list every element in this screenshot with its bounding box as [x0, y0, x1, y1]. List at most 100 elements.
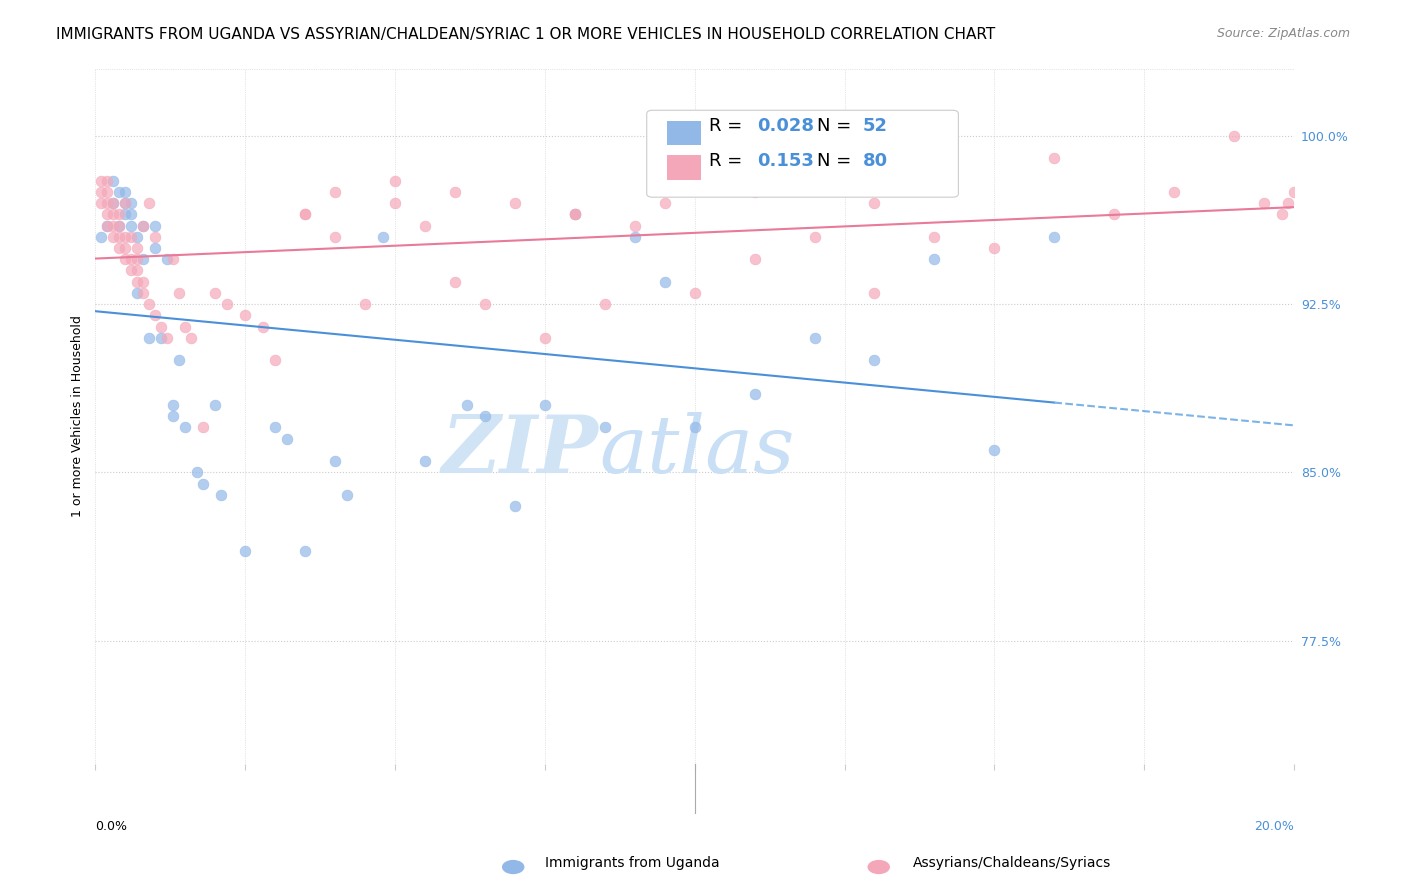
Point — [120, 196, 142, 211]
Point — [132, 252, 155, 267]
Point — [127, 285, 149, 300]
Point — [503, 196, 526, 211]
Text: R =: R = — [709, 152, 748, 170]
Point — [156, 331, 179, 345]
Point — [186, 466, 208, 480]
Point — [132, 219, 155, 233]
Point — [264, 353, 287, 368]
Point — [593, 297, 616, 311]
Point — [103, 174, 125, 188]
Point — [1043, 229, 1066, 244]
Point — [564, 207, 586, 221]
Point — [162, 409, 184, 424]
Point — [983, 241, 1005, 255]
Point — [96, 174, 118, 188]
Point — [371, 229, 394, 244]
Point — [623, 229, 645, 244]
Text: N =: N = — [817, 117, 856, 136]
Point — [233, 308, 256, 322]
Point — [108, 185, 131, 199]
Text: 0.153: 0.153 — [756, 152, 814, 170]
Point — [654, 196, 676, 211]
Point — [1223, 128, 1246, 143]
Point — [127, 241, 149, 255]
Point — [120, 207, 142, 221]
Point — [96, 185, 118, 199]
Point — [294, 544, 316, 558]
Point — [1277, 196, 1299, 211]
Point — [143, 308, 166, 322]
Point — [90, 229, 112, 244]
Point — [204, 398, 226, 412]
Point — [803, 229, 825, 244]
Point — [323, 454, 346, 468]
Point — [103, 196, 125, 211]
Point — [120, 219, 142, 233]
Point — [193, 476, 215, 491]
Point — [127, 252, 149, 267]
Point — [683, 420, 706, 434]
Point — [162, 252, 184, 267]
Point — [983, 442, 1005, 457]
Point — [474, 409, 496, 424]
Point — [114, 241, 136, 255]
Point — [90, 185, 112, 199]
Point — [863, 353, 886, 368]
FancyBboxPatch shape — [666, 155, 700, 180]
Point — [103, 229, 125, 244]
Point — [323, 229, 346, 244]
Point — [127, 229, 149, 244]
Point — [114, 229, 136, 244]
Point — [120, 229, 142, 244]
Text: 80: 80 — [862, 152, 887, 170]
Point — [413, 454, 436, 468]
Point — [150, 331, 173, 345]
Point — [114, 207, 136, 221]
Point — [593, 420, 616, 434]
FancyBboxPatch shape — [647, 111, 959, 197]
Point — [413, 219, 436, 233]
Point — [156, 252, 179, 267]
Point — [193, 420, 215, 434]
Point — [132, 275, 155, 289]
Point — [384, 174, 406, 188]
Point — [143, 229, 166, 244]
Text: 0.0%: 0.0% — [96, 820, 128, 833]
Point — [150, 319, 173, 334]
Text: atlas: atlas — [599, 412, 794, 490]
Point — [114, 196, 136, 211]
Point — [96, 207, 118, 221]
Point — [1043, 151, 1066, 165]
Point — [138, 297, 160, 311]
Point — [744, 387, 766, 401]
Point — [90, 196, 112, 211]
Point — [132, 219, 155, 233]
Point — [744, 252, 766, 267]
Point — [264, 420, 287, 434]
Point — [114, 185, 136, 199]
Point — [108, 219, 131, 233]
Point — [564, 207, 586, 221]
Point — [174, 319, 197, 334]
Point — [167, 285, 190, 300]
Point — [162, 398, 184, 412]
Point — [138, 196, 160, 211]
Point — [233, 544, 256, 558]
Point — [120, 252, 142, 267]
Point — [108, 219, 131, 233]
Text: ZIP: ZIP — [441, 412, 599, 490]
Point — [924, 252, 946, 267]
Point — [803, 331, 825, 345]
Point — [114, 196, 136, 211]
Point — [96, 219, 118, 233]
Point — [180, 331, 202, 345]
Point — [209, 488, 232, 502]
Point — [108, 241, 131, 255]
Text: 52: 52 — [862, 117, 887, 136]
Point — [456, 398, 478, 412]
Point — [336, 488, 359, 502]
Point — [294, 207, 316, 221]
Text: N =: N = — [817, 152, 856, 170]
Point — [143, 241, 166, 255]
Text: Immigrants from Uganda: Immigrants from Uganda — [546, 855, 720, 870]
